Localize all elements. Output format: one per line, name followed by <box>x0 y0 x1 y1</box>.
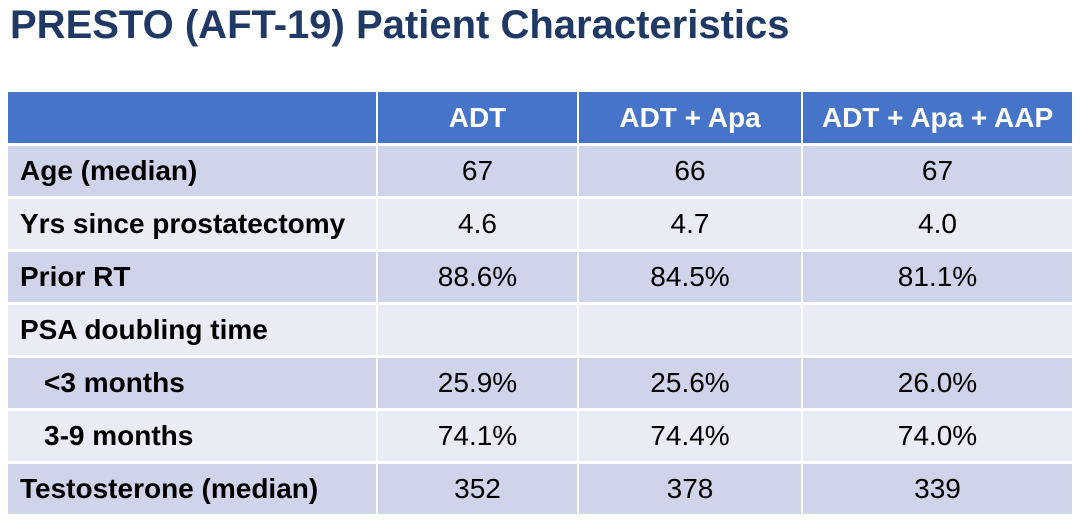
cell-value: 25.9% <box>377 356 579 411</box>
column-header-adt-apa: ADT + Apa <box>578 92 803 146</box>
cell-value: 26.0% <box>802 356 1072 411</box>
cell-value <box>802 303 1072 358</box>
row-label: Age (median) <box>8 144 378 199</box>
cell-value: 4.7 <box>578 197 803 252</box>
cell-value: 67 <box>802 144 1072 199</box>
table-row-3-9-months: 3-9 months 74.1% 74.4% 74.0% <box>8 409 1072 464</box>
table-row-yrs-since-prostatectomy: Yrs since prostatectomy 4.6 4.7 4.0 <box>8 197 1072 252</box>
column-header-blank <box>8 92 378 146</box>
cell-value: 81.1% <box>802 250 1072 305</box>
table-header-row: ADT ADT + Apa ADT + Apa + AAP <box>8 92 1072 146</box>
column-header-adt-apa-aap: ADT + Apa + AAP <box>802 92 1072 146</box>
cell-value: 67 <box>377 144 579 199</box>
cell-value: 88.6% <box>377 250 579 305</box>
row-label: PSA doubling time <box>8 303 378 358</box>
table-row-testosterone: Testosterone (median) 352 378 339 <box>8 462 1072 517</box>
cell-value <box>578 303 803 358</box>
table-row-psa-doubling-time: PSA doubling time <box>8 303 1072 358</box>
table-row-prior-rt: Prior RT 88.6% 84.5% 81.1% <box>8 250 1072 305</box>
cell-value: 4.0 <box>802 197 1072 252</box>
table-row-age: Age (median) 67 66 67 <box>8 144 1072 199</box>
cell-value <box>377 303 579 358</box>
cell-value: 74.0% <box>802 409 1072 464</box>
cell-value: 4.6 <box>377 197 579 252</box>
column-header-adt: ADT <box>377 92 579 146</box>
cell-value: 339 <box>802 462 1072 517</box>
cell-value: 66 <box>578 144 803 199</box>
cell-value: 74.4% <box>578 409 803 464</box>
patient-characteristics-table: ADT ADT + Apa ADT + Apa + AAP Age (media… <box>8 92 1072 517</box>
cell-value: 25.6% <box>578 356 803 411</box>
cell-value: 74.1% <box>377 409 579 464</box>
row-label: Testosterone (median) <box>8 462 378 517</box>
page-title: PRESTO (AFT-19) Patient Characteristics <box>10 3 790 47</box>
row-label: 3-9 months <box>8 409 378 464</box>
table-row-lt3-months: <3 months 25.9% 25.6% 26.0% <box>8 356 1072 411</box>
row-label: Yrs since prostatectomy <box>8 197 378 252</box>
cell-value: 378 <box>578 462 803 517</box>
cell-value: 352 <box>377 462 579 517</box>
row-label: Prior RT <box>8 250 378 305</box>
cell-value: 84.5% <box>578 250 803 305</box>
row-label: <3 months <box>8 356 378 411</box>
